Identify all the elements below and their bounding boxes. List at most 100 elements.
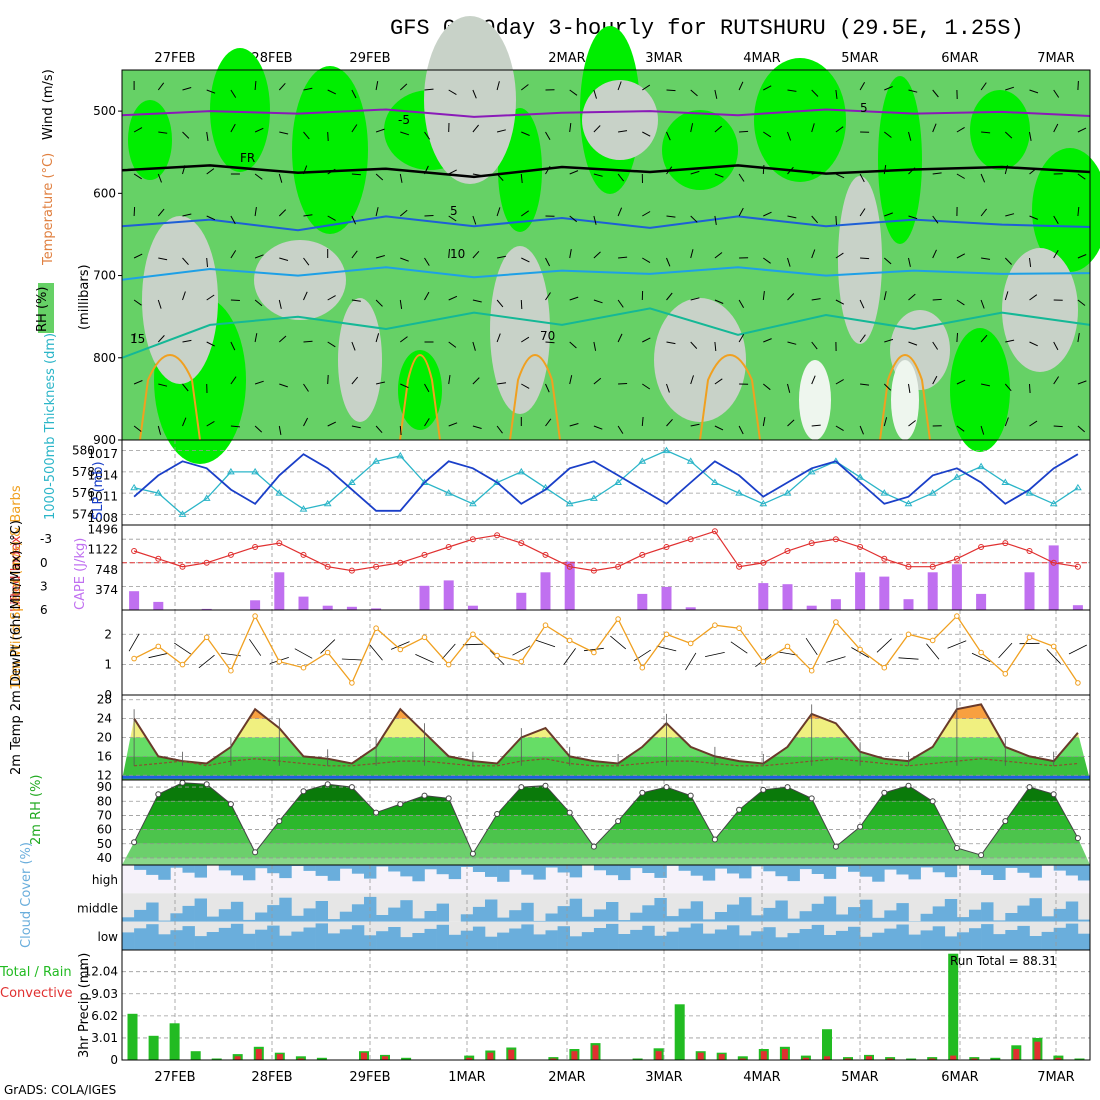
wind-barb	[415, 654, 434, 663]
cloud-bar	[134, 865, 147, 870]
wind-speed-point	[591, 649, 597, 656]
temp-band	[122, 704, 1090, 719]
lifted-index-point	[542, 551, 549, 558]
wind-barb	[399, 173, 403, 183]
lifted-index-point	[494, 532, 501, 539]
rh-point	[663, 784, 670, 791]
wind-barb	[908, 383, 911, 393]
wind-barb	[278, 173, 283, 183]
upper-air-frame	[121, 69, 1091, 441]
cape-bar	[951, 564, 962, 610]
wind-barb	[254, 299, 263, 307]
wind-barb	[230, 250, 237, 259]
rh-tick-label: 90	[97, 780, 112, 794]
wind-barb	[375, 381, 386, 385]
slp-tick-label: 1008	[87, 511, 118, 525]
wind-speed-point	[857, 646, 863, 653]
wind-speed-point	[1050, 643, 1057, 650]
precip-convective-bar	[824, 1056, 830, 1060]
wind-barb	[971, 652, 991, 663]
thickness-point	[178, 510, 187, 517]
wind-barb	[884, 338, 894, 343]
wind-barb	[1029, 420, 1038, 427]
thickness-point	[686, 457, 695, 464]
wind-barb	[811, 298, 821, 301]
slp-tick-label: 1017	[87, 447, 118, 461]
cloud-bar	[424, 911, 437, 922]
cape-bar	[419, 585, 430, 610]
rh-low-contour	[799, 360, 831, 440]
wind-barb	[1077, 254, 1087, 259]
thickness-point	[227, 467, 235, 475]
wind-barb	[327, 374, 329, 385]
wind-barb	[1053, 89, 1060, 98]
lifted-index-point	[1074, 563, 1081, 570]
wind-speed-point	[252, 613, 258, 619]
wind-speed-point	[1075, 680, 1081, 686]
wind-barb	[1004, 417, 1009, 427]
cloud-bar	[690, 923, 704, 950]
wind-speed-point	[300, 664, 307, 671]
wind-barb	[883, 131, 892, 138]
lifted-index-point	[421, 551, 428, 558]
cape-bar	[855, 572, 866, 610]
cloud-bar	[969, 909, 982, 922]
precip-convective-bar	[718, 1054, 725, 1060]
wind-barb	[496, 173, 504, 181]
wind-barb	[956, 379, 966, 385]
thickness-point	[1001, 478, 1010, 485]
cloud-bar	[267, 905, 280, 922]
wind-barb	[714, 89, 718, 99]
wind-barb	[569, 341, 577, 349]
wind-barb	[714, 173, 724, 178]
wind-barb	[883, 383, 892, 391]
cloud-bar	[569, 865, 583, 878]
wind-barb	[206, 294, 215, 301]
cloud-bar	[606, 923, 619, 950]
cape-bar	[371, 608, 382, 610]
cloud-bar	[932, 865, 946, 873]
wind-barb	[351, 299, 361, 302]
cloud-bar	[908, 934, 921, 950]
li-tick-label: -3	[40, 532, 52, 546]
thickness-point	[590, 494, 598, 501]
wind-tick-label: 2	[104, 627, 112, 641]
wind-barb	[805, 637, 818, 656]
wind-barb	[618, 256, 628, 259]
cloud-bar	[255, 929, 268, 950]
wind-barb	[400, 383, 409, 389]
thickness-point	[735, 489, 743, 496]
lifted-index-point	[953, 555, 960, 562]
rh-low-contour	[838, 176, 882, 344]
cape-tick-label: 374	[95, 583, 118, 597]
cloud-bar	[376, 865, 389, 867]
wind-barb	[206, 131, 209, 141]
cloud-bar	[218, 927, 232, 950]
cloud-bar	[436, 924, 449, 950]
rh-high-contour	[398, 350, 442, 430]
wind-barb	[1077, 380, 1087, 385]
cloud-bar	[884, 910, 897, 922]
cloud-bar	[908, 921, 921, 922]
contour-label: 70	[540, 329, 555, 343]
cloud-bar	[472, 865, 486, 872]
cloud-bar	[666, 916, 679, 922]
cloud-bar	[182, 865, 195, 873]
wind-barb	[424, 215, 434, 217]
wind-barb	[811, 341, 818, 350]
wind-barb	[399, 299, 403, 309]
cloud-bar	[424, 928, 437, 950]
temperature-axis-label: Temperature (°C)	[41, 153, 56, 266]
precip-total-bar	[295, 1056, 306, 1060]
wind-barb	[279, 131, 289, 135]
precip-tick-label: 0	[110, 1053, 118, 1067]
cloud-bar	[243, 865, 256, 881]
cape-bar	[637, 593, 648, 610]
wind-barb	[714, 378, 723, 385]
wind-barb	[303, 417, 309, 427]
wind-barb	[811, 171, 821, 175]
cloud-bar	[412, 918, 425, 922]
wind-speed-point	[808, 667, 815, 674]
wind-barb	[1053, 376, 1060, 385]
wind-barb	[545, 257, 551, 267]
